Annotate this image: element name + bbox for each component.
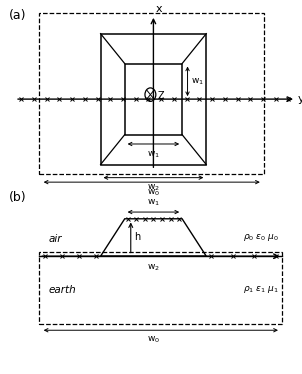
Text: $\rho_1\ \varepsilon_1\ \mu_1$: $\rho_1\ \varepsilon_1\ \mu_1$ xyxy=(243,284,279,295)
Text: h: h xyxy=(134,233,141,242)
Text: x: x xyxy=(156,4,162,14)
Text: w$_1$: w$_1$ xyxy=(147,197,160,208)
Text: (a): (a) xyxy=(9,9,27,22)
Text: y: y xyxy=(297,94,302,104)
Text: w$_0$: w$_0$ xyxy=(147,335,160,345)
Text: earth: earth xyxy=(48,285,76,295)
Text: Z: Z xyxy=(157,92,164,101)
Text: w$_1$: w$_1$ xyxy=(147,150,160,160)
Text: w$_0$: w$_0$ xyxy=(147,187,160,197)
Text: w$_1$: w$_1$ xyxy=(191,76,204,87)
Text: w$_2$: w$_2$ xyxy=(147,263,160,273)
Text: w$_2$: w$_2$ xyxy=(147,183,160,193)
Text: $\rho_0\ \varepsilon_0\ \mu_0$: $\rho_0\ \varepsilon_0\ \mu_0$ xyxy=(243,232,279,243)
Text: air: air xyxy=(48,234,62,244)
Text: (b): (b) xyxy=(9,191,27,205)
